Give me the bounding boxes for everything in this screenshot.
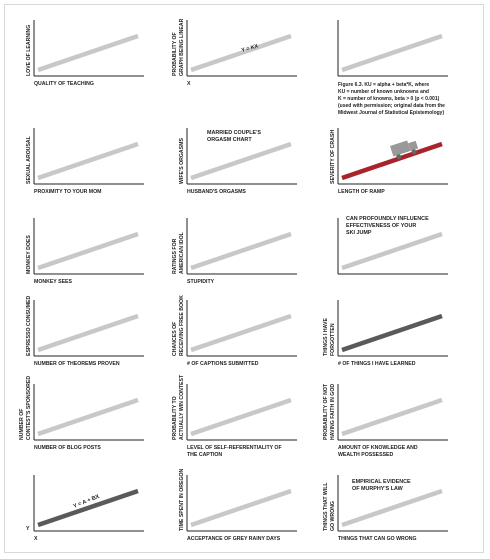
- y-axis-label: TIME SPENT IN OREGON: [179, 468, 185, 531]
- x-axis-label: MONKEY SEES: [34, 279, 72, 285]
- figure-frame: [4, 4, 484, 553]
- x-axis-label: LEVEL OF SELF-REFERENTIALITY OF: [187, 445, 282, 451]
- series-line: [190, 397, 292, 437]
- x-axis-label: X: [34, 536, 38, 542]
- series-line: [37, 141, 139, 181]
- x-axis-label: # OF THINGS I HAVE LEARNED: [338, 361, 416, 367]
- chart-panel: XYY = A + BX: [26, 475, 144, 542]
- x-axis-label: NUMBER OF BLOG POSTS: [34, 445, 101, 451]
- y-axis-label: Y: [26, 526, 30, 532]
- chart-panel: X PROBABILITY OF GRAPH BEING LINEAR Y = KX: [172, 18, 297, 87]
- y-axis-label: CONTEST'S SPONSORED: [26, 376, 32, 440]
- x-axis-label: X: [187, 81, 191, 87]
- x-axis-label: NUMBER OF THEOREMS PROVEN: [34, 361, 120, 367]
- series-line: [37, 397, 139, 437]
- annotation: Y = KX: [241, 43, 260, 54]
- y-axis-label: PROBABILITY OF NOT: [323, 383, 329, 440]
- y-axis-label: SEVERITY OF CRASH: [330, 130, 336, 184]
- series-line: [190, 141, 292, 181]
- figure-caption: Midwest Journal of Statistical Epistemol…: [338, 110, 444, 116]
- series-line: [190, 488, 292, 528]
- y-axis-label: WIFE'S ORGASMS: [179, 138, 185, 184]
- x-axis-label: AMOUNT OF KNOWLEDGE AND: [338, 445, 418, 451]
- y-axis-label: RECEIVING FREE BOOK: [179, 295, 185, 356]
- annotation: EFFECTIVENESS OF YOUR: [346, 223, 416, 229]
- figure-caption: Figure 6.3. KU = alpha + beta*K, where: [338, 82, 429, 88]
- series-line: [341, 141, 443, 181]
- series-line: [37, 488, 139, 528]
- chart-panel: NUMBER OF BLOG POSTS NUMBER OF CONTEST'S S…: [19, 376, 144, 451]
- x-axis-label: LENGTH OF RAMP: [338, 189, 385, 195]
- x-axis-label: QUALITY OF TEACHING: [34, 81, 94, 87]
- series-line: [341, 313, 443, 353]
- y-axis-label: HAVING FAITH IN GOD: [330, 384, 336, 440]
- chart-panel: Figure 6.3. KU = alpha + beta*K, whereKU…: [337, 20, 448, 116]
- y-axis-label: THINGS THAT WILL: [323, 482, 329, 531]
- chart-panel: THINGS THAT CAN GO WRONG THINGS THAT WILL…: [323, 475, 448, 542]
- x-axis-label: HUSBAND'S ORGASMS: [187, 189, 246, 195]
- annotation: EMPIRICAL EVIDENCE: [352, 479, 411, 485]
- series-line: [190, 33, 292, 73]
- y-axis-label: RATINGS FOR: [172, 238, 178, 274]
- y-axis-label: THINGS I HAVE: [323, 318, 329, 356]
- x-axis-label: THINGS THAT CAN GO WRONG: [338, 536, 417, 542]
- figure-caption: K = number of knowns, beta > 0 (p < 0.00…: [338, 96, 440, 102]
- annotation: OF MURPHY'S LAW: [352, 486, 404, 492]
- series-line: [37, 33, 139, 73]
- y-axis-label: AMERICAN IDOL: [179, 231, 185, 274]
- y-axis-label: LOVE OF LEARNING: [26, 25, 32, 76]
- series-line: [190, 231, 292, 271]
- truck-icon: [390, 140, 419, 160]
- chart-panel: # OF CAPTIONS SUBMITTED CHANCES OF RECEIVI…: [172, 295, 297, 367]
- y-axis-label: GRAPH BEING LINEAR: [179, 18, 185, 76]
- y-axis-label: MONKEY DOES: [26, 235, 32, 274]
- y-axis-label: NUMBER OF: [19, 409, 25, 440]
- y-axis-label: PROBABILITY OF: [172, 32, 178, 76]
- series-line: [341, 488, 443, 528]
- series-line: [190, 313, 292, 353]
- chart-panel: # OF THINGS I HAVE LEARNED THINGS I HAVE F…: [323, 300, 448, 367]
- annotation: CAN PROFOUNDLY INFLUENCE: [346, 216, 429, 222]
- x-axis-label: WEALTH POSSESSED: [338, 452, 393, 458]
- figure-caption: KU = number of known unknowns and: [338, 89, 429, 95]
- series-line: [37, 231, 139, 271]
- x-axis-label: THE CAPTION: [187, 452, 222, 458]
- y-axis-label: FORGOTTEN: [330, 323, 336, 356]
- series-line: [37, 313, 139, 353]
- x-axis-label: ACCEPTANCE OF GREY RAINY DAYS: [187, 536, 281, 542]
- y-axis-label: CHANCES OF: [172, 322, 178, 356]
- series-line: [341, 231, 443, 271]
- x-axis-label: STUPIDITY: [187, 279, 215, 285]
- x-axis-label: PROXIMITY TO YOUR MOM: [34, 189, 101, 195]
- y-axis-label: PROBABILITY TO: [172, 396, 178, 440]
- x-axis-label: # OF CAPTIONS SUBMITTED: [187, 361, 259, 367]
- series-line: [341, 397, 443, 437]
- y-axis-label: ESPRESSO CONSUMED: [26, 296, 32, 356]
- y-axis-label: GO WRONG: [330, 501, 336, 531]
- chart-panel: STUPIDITY RATINGS FOR AMERICAN IDOL: [172, 218, 297, 285]
- y-axis-label: ACTUALLY WIN CONTEST: [179, 374, 185, 440]
- annotation: MARRIED COUPLE'S: [207, 130, 261, 136]
- annotation: SKI JUMP: [346, 230, 372, 236]
- y-axis-label: SEXUAL AROUSAL: [26, 135, 32, 184]
- figure-caption: (used with permission; original data fro…: [338, 103, 445, 109]
- annotation: ORGASM CHART: [207, 137, 252, 143]
- series-line: [341, 33, 443, 73]
